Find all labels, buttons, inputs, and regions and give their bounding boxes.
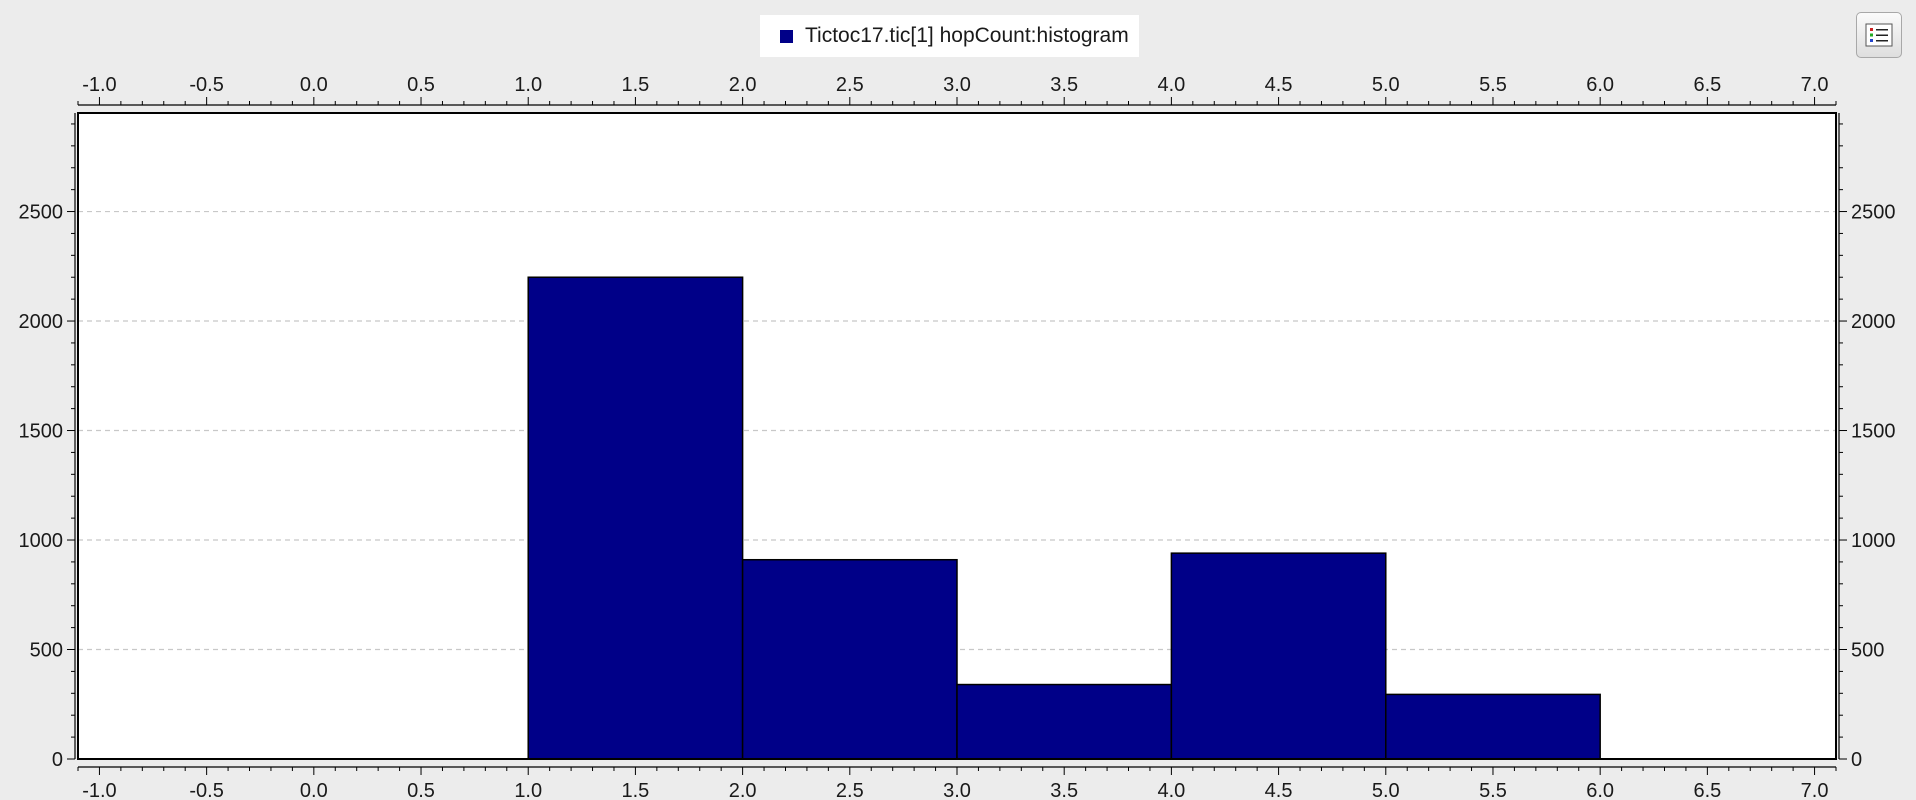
y-tick-label-left: 0 [52,749,63,771]
y-tick-label-left: 500 [30,640,63,662]
x-tick-label-bottom: 4.5 [1265,780,1293,800]
y-tick-label-left: 1000 [19,530,64,552]
histogram-bar [956,683,1173,760]
x-tick-label-bottom: 0.5 [407,780,435,800]
histogram-bar [1170,552,1387,760]
y-tick-label-right: 1500 [1851,421,1896,443]
plot-frame [77,112,1837,760]
x-tick-label-top: 6.5 [1693,74,1721,96]
x-tick-label-top: 3.5 [1050,74,1078,96]
x-tick-label-top: -0.5 [189,74,223,96]
x-tick-label-bottom: 2.0 [729,780,757,800]
x-tick-label-bottom: 1.0 [514,780,542,800]
legend-label: Tictoc17.tic[1] hopCount:histogram [805,24,1129,47]
y-tick-label-left: 2500 [19,202,64,224]
x-tick-label-top: 4.5 [1265,74,1293,96]
x-tick-label-bottom: 5.5 [1479,780,1507,800]
x-tick-label-top: 7.0 [1801,74,1829,96]
y-tick-label-right: 1000 [1851,530,1896,552]
x-tick-label-top: -1.0 [82,74,116,96]
x-tick-label-bottom: 1.5 [622,780,650,800]
x-tick-label-bottom: 3.0 [943,780,971,800]
x-tick-label-top: 5.5 [1479,74,1507,96]
x-tick-label-top: 6.0 [1586,74,1614,96]
x-tick-label-bottom: 6.5 [1693,780,1721,800]
y-tick-label-right: 2500 [1851,202,1896,224]
x-tick-label-bottom: 2.5 [836,780,864,800]
x-tick-label-bottom: -1.0 [82,780,116,800]
x-tick-label-top: 0.5 [407,74,435,96]
x-tick-label-bottom: -0.5 [189,780,223,800]
x-tick-label-top: 1.0 [514,74,542,96]
x-tick-label-bottom: 5.0 [1372,780,1400,800]
x-tick-label-top: 2.5 [836,74,864,96]
x-tick-label-top: 4.0 [1157,74,1185,96]
x-tick-label-top: 3.0 [943,74,971,96]
y-tick-label-left: 1500 [19,421,64,443]
x-tick-label-bottom: 6.0 [1586,780,1614,800]
x-tick-label-top: 5.0 [1372,74,1400,96]
x-tick-label-bottom: 7.0 [1801,780,1829,800]
y-tick-label-right: 2000 [1851,311,1896,333]
x-tick-label-top: 1.5 [622,74,650,96]
list-icon [1865,23,1893,47]
x-tick-label-bottom: 3.5 [1050,780,1078,800]
axes: -1.0 -1.0 -0.5 -0.5 0.0 0.0 0.5 0.5 1.0 1.0 1.5 1.5… [19,74,1896,800]
y-tick-label-right: 0 [1851,749,1862,771]
x-tick-label-bottom: 4.0 [1157,780,1185,800]
x-tick-label-top: 0.0 [300,74,328,96]
histogram-bar [1385,693,1601,760]
x-tick-label-top: 2.0 [729,74,757,96]
histogram-bar [741,558,958,760]
chart-legend: Tictoc17.tic[1] hopCount:histogram [760,15,1139,57]
legend-swatch [780,29,793,43]
x-tick-label-bottom: 0.0 [300,780,328,800]
y-tick-label-left: 2000 [19,311,64,333]
legend-toggle-button[interactable] [1856,12,1902,58]
histogram-bar [527,276,744,760]
y-tick-label-right: 500 [1851,640,1884,662]
